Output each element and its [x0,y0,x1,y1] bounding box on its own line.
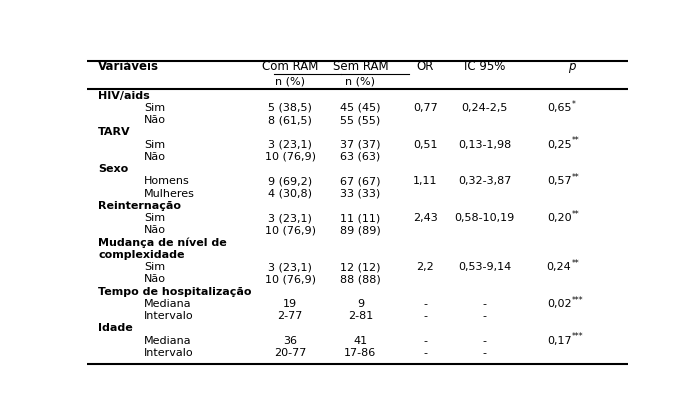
Text: 4 (30,8): 4 (30,8) [268,189,312,199]
Text: 0,51: 0,51 [413,140,438,150]
Text: -: - [483,348,487,358]
Text: Sim: Sim [144,140,165,150]
Text: n (%): n (%) [346,77,376,87]
Text: 3 (23,1): 3 (23,1) [268,140,312,150]
Text: 0,24: 0,24 [547,262,572,272]
Text: Mediana: Mediana [144,336,192,346]
Text: Homens: Homens [144,176,190,186]
Text: Não: Não [144,115,166,125]
Text: *: * [572,100,576,109]
Text: 1,11: 1,11 [413,176,438,186]
Text: 2-77: 2-77 [277,311,303,321]
Text: 55 (55): 55 (55) [341,115,380,125]
Text: Tempo de hospitalização: Tempo de hospitalização [98,287,251,297]
Text: 36: 36 [283,336,297,346]
Text: 3 (23,1): 3 (23,1) [268,262,312,272]
Text: -: - [483,299,487,309]
Text: Intervalo: Intervalo [144,311,193,321]
Text: n (%): n (%) [275,77,305,87]
Text: Idade: Idade [98,323,133,333]
Text: 0,65: 0,65 [547,103,572,113]
Text: Mulheres: Mulheres [144,189,195,199]
Text: 37 (37): 37 (37) [340,140,380,150]
Text: 19: 19 [283,299,297,309]
Text: -: - [483,336,487,346]
Text: 20-77: 20-77 [274,348,306,358]
Text: p: p [567,60,575,73]
Text: 5 (38,5): 5 (38,5) [268,103,312,113]
Text: 67 (67): 67 (67) [340,176,380,186]
Text: 0,02: 0,02 [547,299,572,309]
Text: 10 (76,9): 10 (76,9) [265,225,315,235]
Text: Não: Não [144,225,166,235]
Text: Intervalo: Intervalo [144,348,193,358]
Text: ***: *** [572,295,584,305]
Text: Mudança de nível de
complexidade: Mudança de nível de complexidade [98,238,227,260]
Text: Variáveis: Variáveis [98,60,159,73]
Text: -: - [424,336,427,346]
Text: Reinternação: Reinternação [98,201,181,211]
Text: 2,2: 2,2 [417,262,434,272]
Text: **: ** [572,136,580,145]
Text: Sem RAM: Sem RAM [333,60,388,73]
Text: 0,25: 0,25 [547,140,572,150]
Text: 2,43: 2,43 [413,213,438,223]
Text: 0,20: 0,20 [547,213,572,223]
Text: 33 (33): 33 (33) [341,189,380,199]
Text: -: - [424,299,427,309]
Text: **: ** [572,173,580,182]
Text: 63 (63): 63 (63) [341,152,380,162]
Text: **: ** [572,210,580,219]
Text: Sim: Sim [144,262,165,272]
Text: 10 (76,9): 10 (76,9) [265,152,315,162]
Text: 45 (45): 45 (45) [340,103,380,113]
Text: TARV: TARV [98,127,131,137]
Text: 8 (61,5): 8 (61,5) [268,115,312,125]
Text: IC 95%: IC 95% [464,60,505,73]
Text: 0,32-3,87: 0,32-3,87 [458,176,512,186]
Text: Não: Não [144,275,166,285]
Text: 0,57: 0,57 [547,176,572,186]
Text: Sim: Sim [144,103,165,113]
Text: ***: *** [572,332,584,341]
Text: 9: 9 [357,299,364,309]
Text: 0,13-1,98: 0,13-1,98 [458,140,512,150]
Text: 0,24-2,5: 0,24-2,5 [461,103,508,113]
Text: Sexo: Sexo [98,164,128,174]
Text: 0,77: 0,77 [413,103,438,113]
Text: OR: OR [417,60,434,73]
Text: 0,58-10,19: 0,58-10,19 [454,213,515,223]
Text: 3 (23,1): 3 (23,1) [268,213,312,223]
Text: 88 (88): 88 (88) [340,275,381,285]
Text: Mediana: Mediana [144,299,192,309]
Text: 2-81: 2-81 [348,311,373,321]
Text: 9 (69,2): 9 (69,2) [268,176,312,186]
Text: 17-86: 17-86 [344,348,376,358]
Text: 41: 41 [353,336,367,346]
Text: -: - [483,311,487,321]
Text: 10 (76,9): 10 (76,9) [265,275,315,285]
Text: 0,17: 0,17 [547,336,572,346]
Text: -: - [424,348,427,358]
Text: 0,53-9,14: 0,53-9,14 [458,262,512,272]
Text: 89 (89): 89 (89) [340,225,381,235]
Text: Sim: Sim [144,213,165,223]
Text: Não: Não [144,152,166,162]
Text: 12 (12): 12 (12) [340,262,380,272]
Text: -: - [424,311,427,321]
Text: **: ** [572,259,580,268]
Text: Com RAM: Com RAM [262,60,318,73]
Text: 11 (11): 11 (11) [341,213,380,223]
Text: HIV/aids: HIV/aids [98,91,150,101]
